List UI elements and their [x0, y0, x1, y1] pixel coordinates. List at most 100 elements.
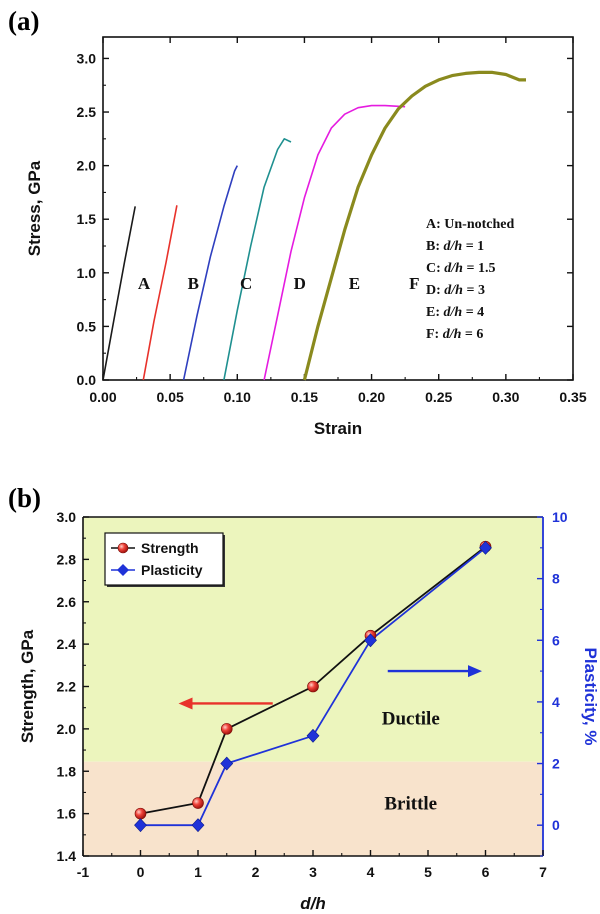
- legend-strength-label: Strength: [141, 540, 199, 556]
- y-tick-label: 1.4: [57, 848, 77, 864]
- y-tick-label: 2.8: [57, 551, 77, 567]
- y-tick-label: 2.2: [57, 679, 77, 695]
- y-axis-title: Stress, GPa: [25, 160, 44, 256]
- x-tick-label: 1: [194, 864, 202, 880]
- curve-label-D: D: [294, 274, 306, 293]
- curve-label-A: A: [138, 274, 151, 293]
- stress-strain-chart: 0.00 0.05 0.10 0.15 0.20 0.25 0.30 0.35 0.0 0.5 1.…: [25, 36, 587, 438]
- y-tick-label: 1.0: [77, 265, 97, 281]
- y-right-axis-title: Plasticity, %: [581, 648, 600, 746]
- annotation-italic: d/h: [444, 283, 463, 298]
- series-line-B: [142, 205, 178, 381]
- plot-frame: [102, 36, 574, 381]
- arrow-left-head: [178, 697, 193, 710]
- x-tick-label: 0.15: [291, 389, 318, 405]
- series-line-A: [102, 206, 136, 381]
- annotation-suffix: Un-notched: [444, 217, 514, 232]
- annotation-prefix: F:: [426, 327, 443, 342]
- x-axis-title: d/h: [300, 894, 326, 913]
- arrow-right-head: [468, 665, 482, 678]
- annotation-line: C: d/h = 1.5: [426, 261, 495, 276]
- x-tick-label: 0.05: [157, 389, 184, 405]
- y-tick-label: 0.0: [77, 372, 97, 388]
- annotation-prefix: D:: [426, 283, 444, 298]
- plasticity-point: [191, 818, 205, 833]
- region-label-brittle: Brittle: [384, 793, 437, 814]
- legend-strength-marker: [117, 542, 129, 554]
- strength-point: [134, 807, 147, 820]
- annotation-prefix: E:: [426, 305, 444, 320]
- region-label-ductile: Ductile: [382, 709, 440, 730]
- y-tick-label: 1.8: [57, 763, 77, 779]
- x-tick-label: 0.30: [492, 389, 519, 405]
- y-tick-label: 3.0: [57, 509, 77, 525]
- annotation-suffix: = 4: [462, 305, 484, 320]
- y-tick-label: 0.5: [77, 318, 97, 334]
- annotation-suffix: = 6: [461, 327, 483, 342]
- x-tick-label: 0.10: [224, 389, 251, 405]
- annotation-italic: d/h: [444, 239, 463, 254]
- x-tick-label: 2: [252, 864, 260, 880]
- x-tick-label: 3: [309, 864, 317, 880]
- series-line-E: [263, 104, 406, 381]
- y-tick-label: 2.0: [77, 158, 97, 174]
- plasticity-point: [220, 756, 234, 771]
- x-tick-label: 0.20: [358, 389, 385, 405]
- y-right-tick-label: 4: [552, 694, 560, 710]
- strength-point: [192, 797, 204, 809]
- x-tick-label: 7: [539, 864, 547, 880]
- x-axis-title: Strain: [314, 419, 362, 438]
- strength-point: [307, 680, 319, 693]
- legend-plasticity-label: Plasticity: [141, 562, 203, 578]
- curve-label-F: F: [409, 274, 419, 293]
- y-right-tick-label: 6: [552, 632, 560, 648]
- y-tick-label: 2.0: [57, 721, 77, 737]
- y-right-tick-label: 10: [552, 509, 568, 525]
- annotation-line: D: d/h = 3: [426, 283, 485, 298]
- y-right-tick-label: 0: [552, 817, 560, 833]
- x-tick-label: 0.00: [89, 389, 116, 405]
- x-tick-label: 0.35: [559, 389, 586, 405]
- y-tick-label: 1.5: [77, 211, 97, 227]
- annotation-line: E: d/h = 4: [426, 305, 484, 320]
- region-brittle: [83, 761, 543, 856]
- y-tick-label: 2.5: [77, 104, 97, 120]
- panel-label-a: (a): [8, 6, 39, 36]
- y-axis-title: Strength, GPa: [18, 629, 37, 743]
- x-tick-label: -1: [77, 864, 90, 880]
- annotation-line: F: d/h = 6: [426, 327, 483, 342]
- annotation-italic: d/h: [443, 327, 462, 342]
- plasticity-line: [140, 547, 487, 827]
- x-tick-label: 5: [424, 864, 432, 880]
- y-right-tick-label: 2: [552, 756, 560, 772]
- legend-box: [104, 532, 224, 586]
- annotation-line: B: d/h = 1: [426, 239, 484, 254]
- x-tick-label: 0: [137, 864, 145, 880]
- annotation-suffix: = 3: [463, 283, 485, 298]
- y-tick-label: 2.4: [57, 636, 77, 652]
- y-tick-label: 2.6: [57, 594, 77, 610]
- x-tick-label: 6: [482, 864, 490, 880]
- annotation-prefix: C:: [426, 261, 444, 276]
- annotation-italic: d/h: [444, 305, 463, 320]
- annotation-prefix: B:: [426, 239, 444, 254]
- series-line-C: [182, 165, 239, 381]
- annotation-suffix: = 1.5: [463, 261, 495, 276]
- series-line-D: [223, 138, 292, 381]
- panel-label-b: (b): [8, 483, 41, 513]
- annotation-suffix: = 1: [462, 239, 484, 254]
- y-tick-label: 1.6: [57, 806, 77, 822]
- y-right-tick-label: 8: [552, 571, 560, 587]
- plasticity-point: [364, 633, 377, 648]
- strength-line: [140, 545, 487, 815]
- x-tick-label: 0.25: [425, 389, 452, 405]
- series-line-F: [302, 70, 526, 381]
- x-tick-label: 4: [367, 864, 375, 880]
- plasticity-point: [479, 540, 492, 555]
- y-tick-label: 3.0: [77, 50, 97, 66]
- plasticity-point: [134, 818, 147, 833]
- plasticity-point: [306, 728, 320, 743]
- strength-plasticity-chart: Ductile Brittle -1 0 1 2 3 4 5 6 7 1.4 1.6 1.8 2.0 2.2 2…: [18, 509, 600, 913]
- curve-label-B: B: [188, 274, 199, 293]
